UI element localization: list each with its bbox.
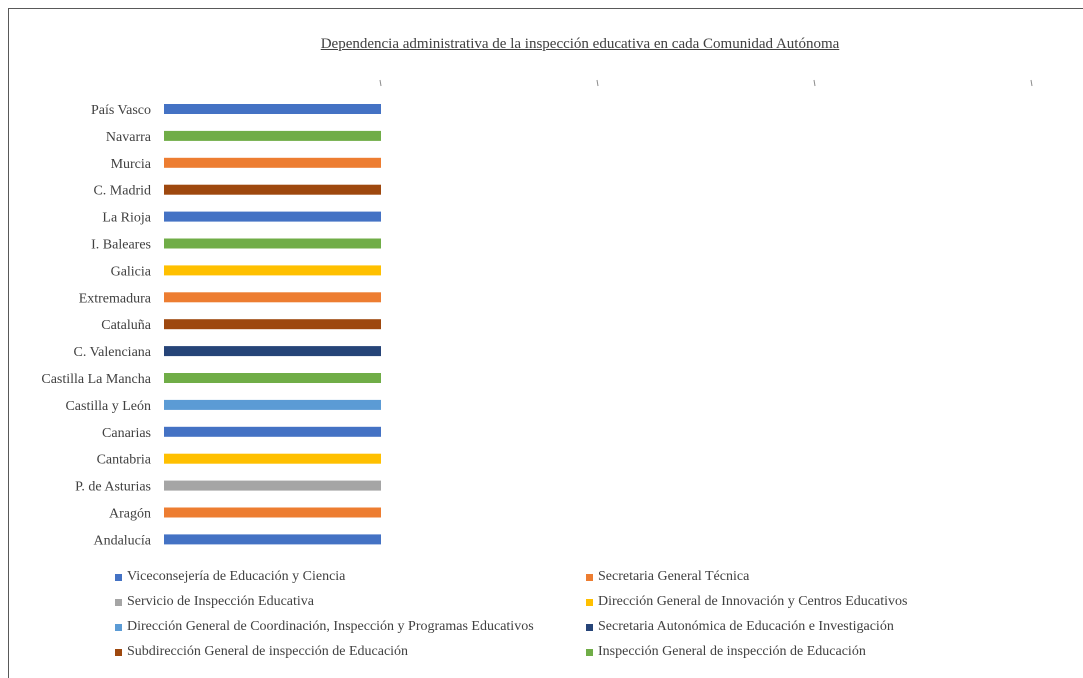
category-label: C. Valenciana — [74, 345, 152, 360]
chart-legend: Viceconsejería de Educación y Ciencia Sec… — [115, 566, 1075, 663]
category-label: Navarra — [106, 130, 152, 145]
bar — [164, 265, 381, 276]
category-label: Cantabria — [97, 453, 152, 468]
legend-swatch — [115, 598, 122, 606]
legend-item: Secretaria Autonómica de Educación e Inv… — [586, 616, 1066, 638]
legend-item: Subdirección General de inspección de Ed… — [115, 641, 586, 663]
legend-swatch — [586, 648, 593, 656]
bar — [164, 399, 381, 410]
category-label: Canarias — [102, 426, 151, 441]
x-tick-mark — [813, 79, 816, 87]
bar — [164, 373, 381, 383]
bar — [164, 184, 381, 195]
bar — [164, 292, 381, 303]
category-label: Andalucía — [93, 533, 151, 548]
legend-label: Inspección General de inspección de Educ… — [598, 644, 866, 659]
legend-item: Viceconsejería de Educación y Ciencia — [115, 566, 586, 588]
legend-item: Servicio de Inspección Educativa — [115, 591, 586, 613]
x-tick-mark — [379, 79, 382, 87]
legend-label: Servicio de Inspección Educativa — [127, 594, 314, 609]
legend-label: Viceconsejería de Educación y Ciencia — [127, 569, 346, 584]
bar — [164, 480, 381, 491]
category-label: La Rioja — [102, 211, 151, 226]
x-tick-mark — [596, 79, 599, 87]
legend-item: Secretaria General Técnica — [586, 566, 1066, 588]
category-label: Aragón — [109, 507, 151, 522]
legend-item: Dirección General de Innovación y Centro… — [586, 591, 1066, 613]
x-tick-mark — [1030, 79, 1033, 87]
bar — [164, 453, 381, 464]
bar — [164, 157, 381, 168]
chart-title: Dependencia administrativa de la inspecc… — [320, 36, 840, 52]
legend-label: Dirección General de Coordinación, Inspe… — [127, 619, 534, 634]
legend-swatch — [586, 623, 593, 631]
bar — [164, 130, 381, 141]
legend-item: Inspección General de inspección de Educ… — [586, 641, 1066, 663]
chart-frame — [8, 8, 1083, 678]
legend-swatch — [115, 648, 122, 656]
legend-label: Dirección General de Innovación y Centro… — [598, 594, 908, 609]
legend-item: Dirección General de Coordinación, Inspe… — [115, 616, 586, 638]
category-label: País Vasco — [91, 103, 151, 118]
category-label: Murcia — [111, 157, 152, 172]
bar-chart: País Vasco Navarra Murcia C. Madrid La Rioja… — [41, 79, 1033, 548]
legend-swatch — [586, 598, 593, 606]
category-label: Galicia — [111, 264, 152, 279]
bar — [164, 319, 381, 330]
bar — [164, 211, 381, 222]
legend-label: Subdirección General de inspección de Ed… — [127, 644, 409, 659]
category-label: Castilla y León — [65, 399, 151, 414]
category-label: Extremadura — [79, 291, 152, 306]
legend-swatch — [115, 573, 122, 581]
category-label: Castilla La Mancha — [41, 372, 151, 387]
bar — [164, 534, 381, 545]
category-label: C. Madrid — [93, 184, 151, 199]
legend-label: Secretaria Autonómica de Educación e Inv… — [598, 619, 894, 634]
bar — [164, 104, 381, 114]
bar — [164, 507, 381, 518]
bar — [164, 238, 381, 249]
legend-swatch — [586, 573, 593, 581]
bar — [164, 426, 381, 437]
legend-swatch — [115, 623, 122, 631]
legend-label: Secretaria General Técnica — [598, 569, 750, 584]
category-label: Cataluña — [101, 318, 152, 333]
category-label: P. de Asturias — [75, 480, 151, 495]
bar — [164, 346, 381, 357]
category-label: I. Baleares — [91, 238, 151, 253]
